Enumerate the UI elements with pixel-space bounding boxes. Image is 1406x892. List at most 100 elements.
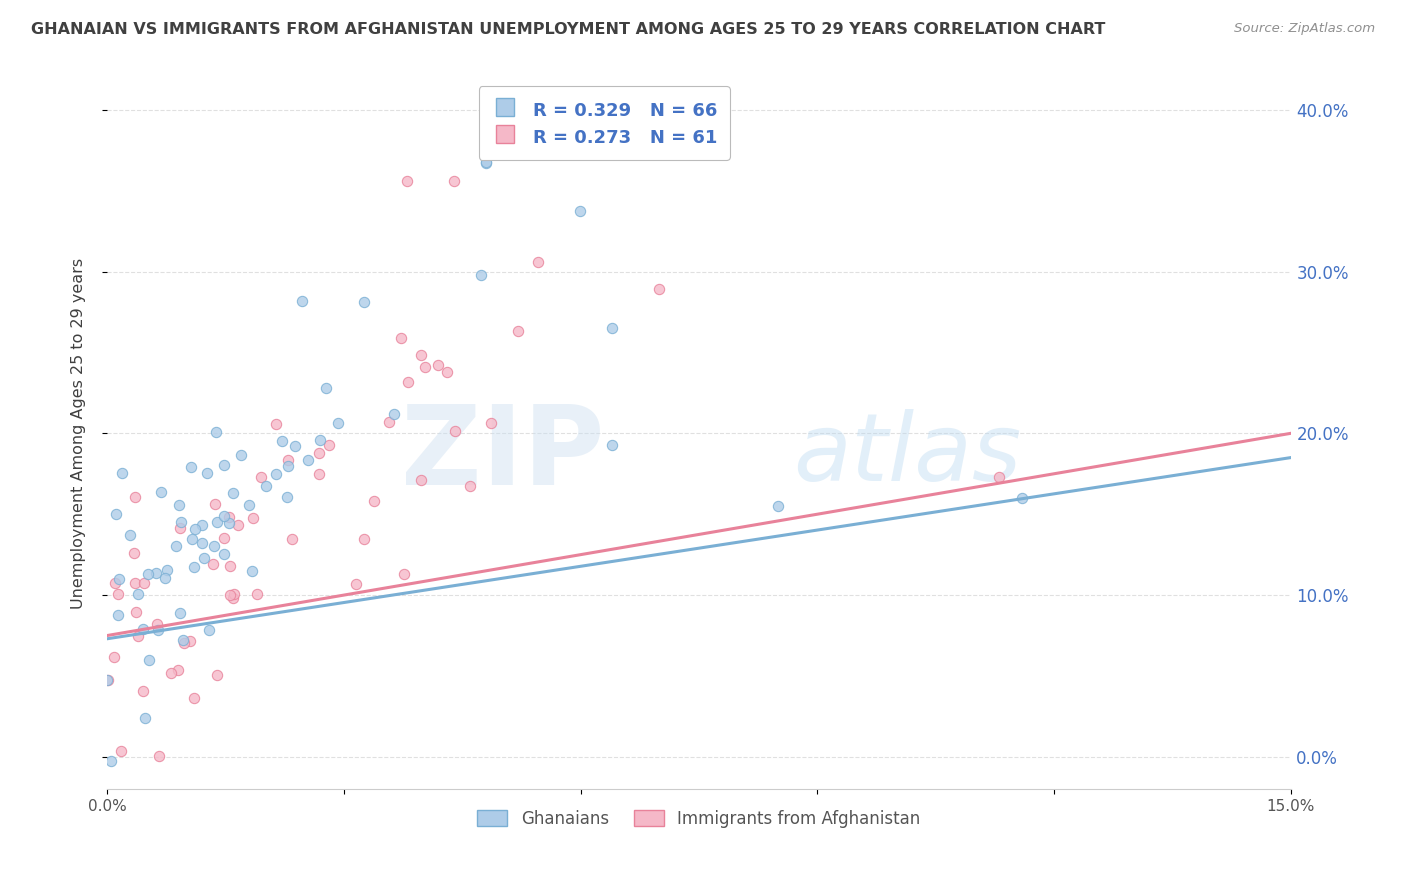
Point — [444, 425, 467, 439]
Point — [392, 566, 415, 581]
Point — [169, 607, 191, 621]
Point — [107, 608, 129, 623]
Point — [132, 622, 155, 636]
Text: atlas: atlas — [793, 409, 1022, 500]
Point — [180, 460, 202, 475]
Point — [160, 665, 183, 680]
Point — [382, 407, 405, 421]
Point — [132, 576, 155, 591]
Point — [226, 517, 249, 532]
Point — [111, 467, 134, 481]
Point — [297, 453, 319, 467]
Point — [291, 294, 314, 309]
Point — [167, 498, 190, 512]
Point — [519, 144, 541, 158]
Point — [221, 485, 243, 500]
Point — [569, 204, 592, 219]
Point — [426, 358, 449, 372]
Point — [155, 571, 177, 585]
Point — [205, 516, 228, 530]
Point — [699, 135, 721, 149]
Point — [395, 174, 418, 188]
Point — [264, 467, 287, 481]
Point — [212, 508, 235, 523]
Point — [198, 624, 221, 638]
Point — [204, 497, 226, 511]
Point — [148, 748, 170, 763]
Point — [184, 522, 207, 536]
Point — [146, 623, 169, 637]
Point — [277, 453, 299, 467]
Point — [600, 437, 623, 451]
Point — [284, 439, 307, 453]
Point — [238, 498, 260, 512]
Point — [1011, 491, 1033, 505]
Point — [124, 490, 146, 504]
Point — [195, 466, 218, 480]
Point — [108, 572, 131, 586]
Point — [104, 507, 127, 521]
Point — [103, 649, 125, 664]
Point — [193, 551, 215, 566]
Point — [280, 532, 302, 546]
Point — [309, 433, 332, 447]
Legend: Ghanaians, Immigrants from Afghanistan: Ghanaians, Immigrants from Afghanistan — [471, 803, 927, 834]
Point — [987, 470, 1010, 484]
Point — [179, 633, 201, 648]
Point — [475, 156, 498, 170]
Point — [205, 668, 228, 682]
Point — [218, 559, 240, 574]
Point — [122, 546, 145, 560]
Point — [214, 458, 236, 473]
Point — [363, 493, 385, 508]
Point — [353, 532, 375, 546]
Point — [191, 517, 214, 532]
Point — [214, 531, 236, 545]
Point — [246, 586, 269, 600]
Point — [149, 484, 172, 499]
Point — [648, 282, 671, 296]
Point — [600, 321, 623, 335]
Point — [202, 540, 225, 554]
Point — [224, 587, 246, 601]
Point — [526, 254, 548, 268]
Point — [183, 559, 205, 574]
Point — [110, 743, 132, 757]
Point — [474, 155, 496, 169]
Point — [443, 174, 465, 188]
Y-axis label: Unemployment Among Ages 25 to 29 years: Unemployment Among Ages 25 to 29 years — [72, 258, 86, 609]
Point — [409, 348, 432, 362]
Point — [315, 381, 337, 395]
Point — [657, 141, 679, 155]
Point — [107, 586, 129, 600]
Point — [586, 135, 609, 149]
Point — [169, 516, 191, 530]
Point — [118, 528, 141, 542]
Point — [124, 575, 146, 590]
Point — [270, 434, 292, 449]
Point — [165, 539, 187, 553]
Point — [353, 294, 375, 309]
Point — [470, 268, 492, 282]
Point — [134, 711, 156, 725]
Text: ZIP: ZIP — [401, 401, 605, 508]
Point — [277, 458, 299, 473]
Point — [205, 425, 228, 439]
Point — [308, 446, 330, 460]
Point — [132, 684, 155, 698]
Point — [127, 629, 149, 643]
Point — [104, 576, 127, 591]
Point — [326, 416, 349, 430]
Point — [183, 690, 205, 705]
Point — [127, 586, 149, 600]
Point — [138, 567, 160, 582]
Point — [264, 417, 287, 432]
Point — [231, 448, 253, 462]
Point — [396, 375, 419, 389]
Point — [411, 473, 433, 487]
Point — [146, 616, 169, 631]
Point — [166, 663, 188, 677]
Point — [508, 324, 530, 338]
Point — [766, 499, 789, 513]
Point — [212, 547, 235, 561]
